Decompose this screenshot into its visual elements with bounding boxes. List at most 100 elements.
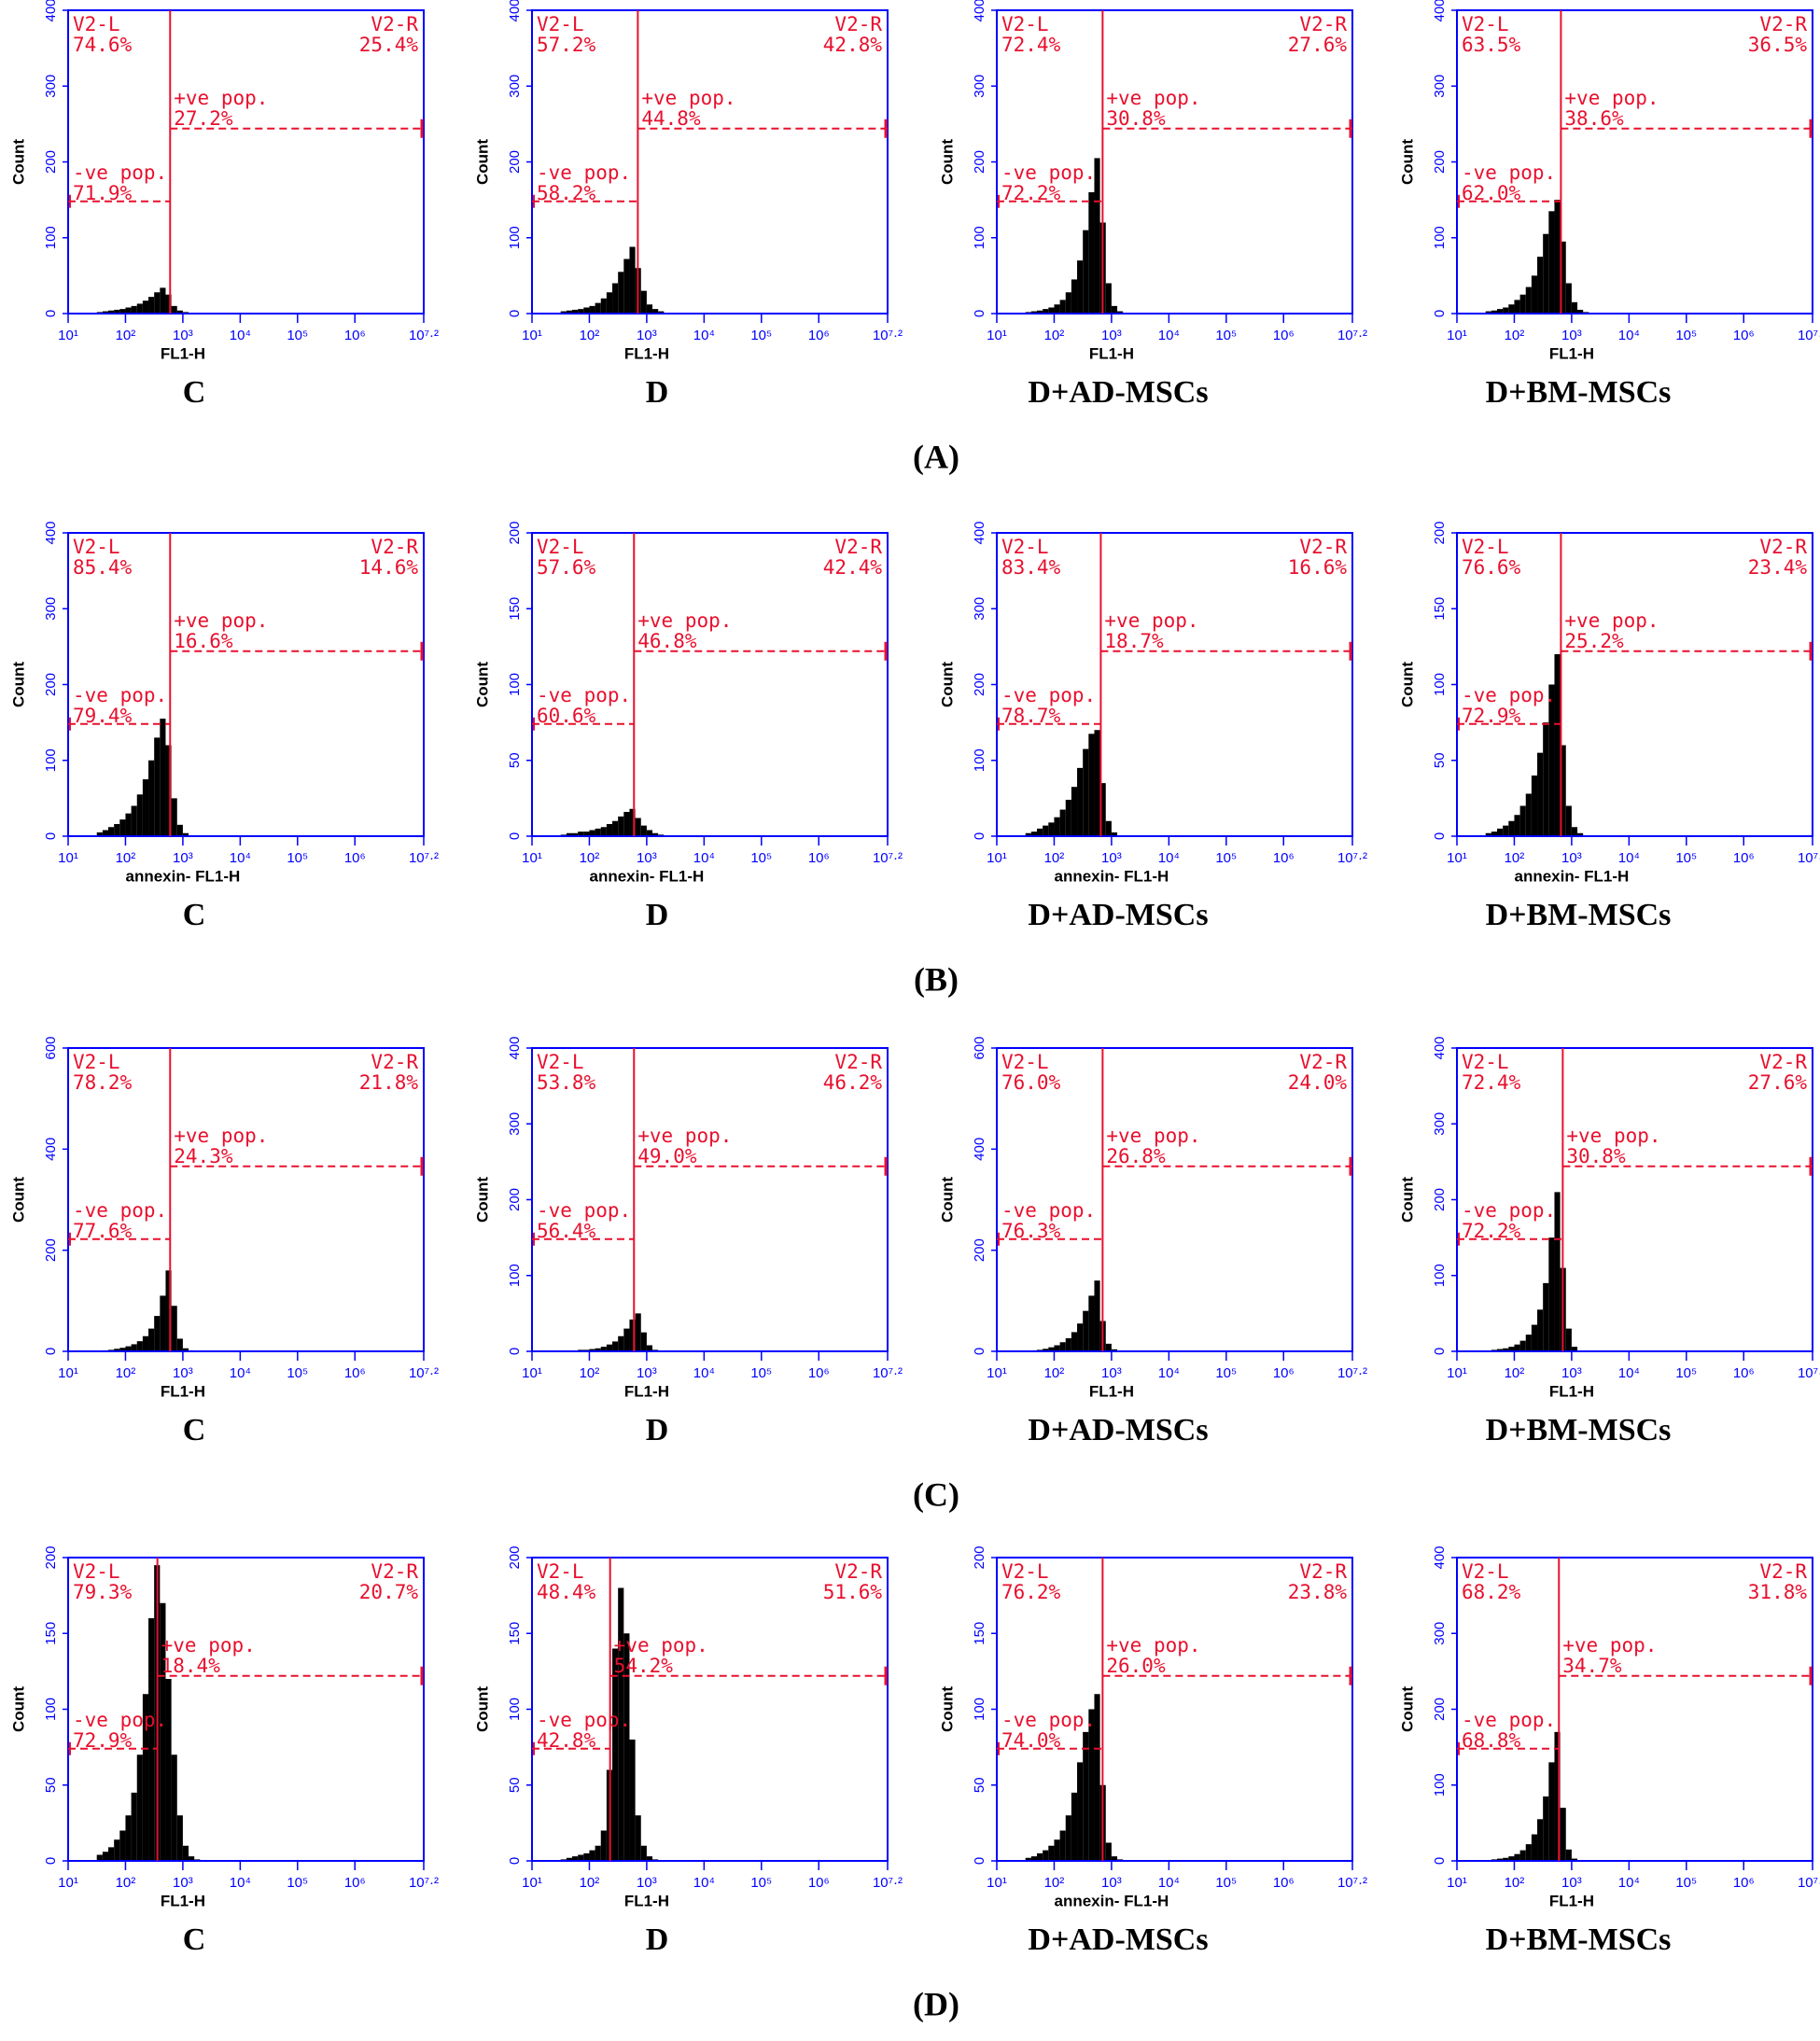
- histogram-bar: [1025, 832, 1031, 836]
- histogram-bar: [125, 813, 132, 836]
- region-name: +ve pop.: [637, 1125, 732, 1147]
- histogram-bar: [1054, 1345, 1060, 1351]
- x-tick-label: 10⁵: [1675, 1875, 1697, 1891]
- region-name: -ve pop.: [1001, 684, 1096, 706]
- y-tick-label: 100: [43, 226, 59, 249]
- x-tick-label: 10³: [173, 1875, 193, 1891]
- histogram-bar: [160, 1602, 166, 1861]
- x-tick-label: 10³: [1561, 1365, 1582, 1381]
- histogram-bar: [1105, 1842, 1112, 1861]
- region-percent: 27.6%: [1288, 34, 1348, 56]
- region-name: V2-R: [1299, 1051, 1347, 1073]
- region-percent: 78.2%: [73, 1071, 133, 1094]
- region-percent: 25.4%: [359, 34, 419, 56]
- y-tick-label: 400: [43, 1138, 59, 1161]
- x-tick-label: 10⁴: [1158, 850, 1180, 866]
- region-name: +ve pop.: [1104, 609, 1198, 632]
- histogram-bar: [148, 1618, 155, 1861]
- region-percent: 49.0%: [637, 1145, 697, 1167]
- histogram-bar: [652, 832, 659, 836]
- x-tick-label: 10¹: [987, 328, 1007, 343]
- x-tick-label: 10⁴: [1618, 1365, 1640, 1381]
- histogram-bar: [595, 1845, 601, 1861]
- y-axis-label: Count: [938, 139, 956, 185]
- region-percent: 72.4%: [1001, 34, 1061, 56]
- histogram-bar: [114, 1839, 120, 1861]
- histogram-bar: [589, 830, 595, 836]
- y-tick-label: 50: [43, 1777, 59, 1793]
- histogram-bar: [612, 820, 619, 836]
- region-percent: 26.8%: [1106, 1145, 1166, 1167]
- x-tick-label: 10⁷·²: [409, 328, 439, 343]
- histogram-bar: [1065, 1815, 1071, 1861]
- histogram-bar: [1094, 158, 1100, 314]
- histogram-bar: [1077, 260, 1084, 314]
- histogram-bar: [623, 259, 630, 314]
- histogram-bar: [578, 309, 584, 314]
- y-tick-label: 0: [43, 310, 59, 317]
- histogram-bar: [1088, 1709, 1095, 1861]
- histogram-bar: [606, 292, 613, 314]
- x-tick-label: 10⁴: [693, 1365, 715, 1381]
- region-percent: 30.8%: [1566, 1145, 1626, 1167]
- region-percent: 56.4%: [537, 1220, 596, 1242]
- x-tick-label: 10³: [1561, 850, 1582, 866]
- x-tick-label: 10⁴: [1618, 850, 1640, 866]
- histogram-bar: [1560, 1808, 1566, 1861]
- y-tick-label: 50: [507, 1777, 523, 1793]
- region-name: +ve pop.: [614, 1634, 708, 1657]
- region-percent: 30.8%: [1106, 107, 1166, 130]
- histogram-bar: [1525, 793, 1532, 836]
- region-percent: 72.2%: [1462, 1220, 1521, 1242]
- y-tick-label: 150: [972, 1622, 987, 1645]
- y-tick-label: 0: [1432, 832, 1448, 840]
- y-tick-label: 400: [43, 521, 59, 544]
- histogram-bar: [176, 824, 183, 836]
- region-percent: 24.0%: [1288, 1071, 1348, 1094]
- region-name: +ve pop.: [637, 609, 732, 632]
- y-tick-label: 200: [507, 521, 523, 544]
- x-tick-label: 10⁴: [1158, 1875, 1180, 1891]
- x-tick-label: 10⁷·²: [1337, 850, 1367, 866]
- histogram-bar: [136, 303, 143, 314]
- x-tick-label: 10¹: [1447, 850, 1467, 866]
- histogram-bar: [125, 307, 132, 314]
- region-name: -ve pop.: [1001, 1709, 1096, 1731]
- histogram-bar: [1088, 192, 1095, 314]
- y-tick-label: 0: [972, 310, 987, 317]
- y-tick-label: 300: [1432, 1622, 1448, 1645]
- histogram-bar: [96, 832, 103, 836]
- histogram-bar: [119, 309, 126, 314]
- x-axis-label: FL1-H: [624, 344, 669, 362]
- y-axis-label: Count: [938, 1686, 956, 1732]
- region-name: +ve pop.: [1106, 1125, 1200, 1147]
- x-tick-label: 10⁴: [693, 850, 715, 866]
- x-tick-label: 10³: [1101, 328, 1122, 343]
- region-percent: 26.0%: [1106, 1655, 1166, 1677]
- histogram-bar: [189, 1856, 195, 1861]
- histogram-bar: [1065, 292, 1071, 314]
- y-tick-label: 200: [1432, 1698, 1448, 1721]
- y-tick-label: 300: [1432, 1112, 1448, 1136]
- x-tick-label: 10⁶: [1733, 1875, 1755, 1891]
- region-name: -ve pop.: [73, 1709, 167, 1731]
- histogram-bar: [119, 1830, 126, 1861]
- x-tick-label: 10⁷·²: [1798, 1365, 1820, 1381]
- y-tick-label: 100: [43, 748, 59, 772]
- histogram-bar: [1514, 1853, 1520, 1861]
- x-tick-label: 10¹: [987, 1365, 1007, 1381]
- y-tick-label: 100: [507, 1264, 523, 1287]
- histogram-bar: [1059, 809, 1066, 836]
- histogram-bar: [1059, 1342, 1066, 1351]
- panel-label: (C): [913, 1475, 959, 1513]
- region-percent: 42.8%: [537, 1729, 596, 1752]
- histogram-bar: [154, 292, 161, 314]
- x-tick-label: 10¹: [522, 850, 542, 866]
- histogram-bar: [1548, 684, 1555, 836]
- region-percent: 72.4%: [1462, 1071, 1521, 1094]
- panel-caption: C: [183, 898, 206, 932]
- histogram-bar: [600, 827, 607, 836]
- y-tick-label: 300: [43, 597, 59, 621]
- region-percent: 14.6%: [359, 556, 419, 579]
- y-axis-label: Count: [1398, 1177, 1416, 1223]
